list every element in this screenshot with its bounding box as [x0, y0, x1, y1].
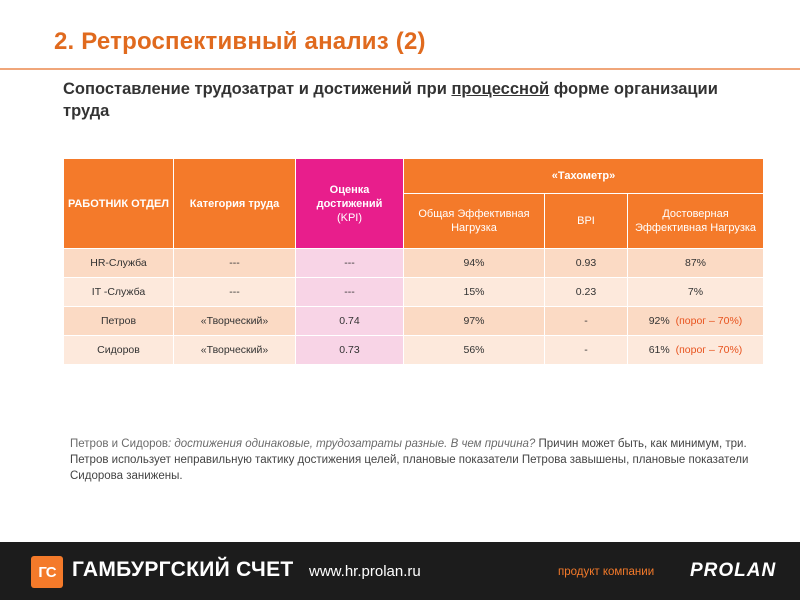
cell-kpi: 0.74: [295, 306, 404, 336]
cell-bpi: -: [544, 335, 628, 365]
header-kpi-sub: (KPI): [336, 211, 363, 224]
note-body: Причин может быть, как минимум, три. Пет…: [70, 438, 749, 482]
cell-worker: Сидоров: [63, 335, 174, 365]
header-kpi-title: Оценка достижений: [316, 183, 383, 210]
reliable-value: 87%: [685, 257, 707, 269]
note-lead-names: Петров и Сидоров: [70, 438, 168, 450]
reliable-value: 61%: [648, 344, 670, 356]
cell-reliable-load: 92% (порог – 70%): [626, 306, 765, 336]
cell-total-load: 97%: [403, 306, 545, 336]
subtitle-part2: форме организации труда: [63, 80, 718, 120]
header-worker: РАБОТНИК ОТДЕЛ: [63, 158, 174, 249]
cell-bpi: 0.23: [544, 277, 628, 307]
header-kpi: Оценка достижений (KPI): [295, 158, 404, 249]
header-tachometer: «Тахометр»: [402, 158, 765, 194]
cell-bpi: -: [544, 306, 628, 336]
reliable-value: 7%: [687, 286, 704, 298]
header-bpi: BPI: [544, 193, 628, 249]
header-total-load: Общая Эффективная Нагрузка: [403, 193, 545, 249]
header-category: Категория труда: [173, 158, 296, 249]
cell-worker: HR-Служба: [63, 248, 174, 278]
cell-category: «Творческий»: [173, 306, 296, 336]
threshold-note: (порог – 70%): [675, 315, 743, 327]
brand-logo: ГС: [31, 556, 63, 588]
brand-name: ГАМБУРГСКИЙ СЧЕТ: [72, 558, 294, 581]
title-divider: [0, 68, 800, 70]
subtitle-part1: Сопоставление трудозатрат и достижений п…: [63, 80, 452, 98]
comparison-table: РАБОТНИК ОТДЕЛ Категория труда Оценка до…: [63, 158, 765, 365]
cell-bpi: 0.93: [544, 248, 628, 278]
cell-kpi: ---: [295, 277, 404, 307]
table-row: Сидоров «Творческий» 0.73 56% - 61% (пор…: [63, 335, 765, 365]
cell-reliable-load: 61% (порог – 70%): [626, 335, 765, 365]
cell-total-load: 56%: [403, 335, 545, 365]
note-lead-question: : достижения одинаковые, трудозатраты ра…: [168, 438, 536, 450]
company-logo: PROLAN: [690, 560, 777, 581]
cell-kpi: ---: [295, 248, 404, 278]
table-row: HR-Служба --- --- 94% 0.93 87%: [63, 248, 765, 278]
cell-worker: IT -Служба: [63, 277, 174, 307]
analysis-note: Петров и Сидоров: достижения одинаковые,…: [70, 436, 760, 484]
cell-total-load: 15%: [403, 277, 545, 307]
cell-reliable-load: 7%: [626, 277, 765, 307]
cell-category: ---: [173, 248, 296, 278]
header-reliable-load: Достоверная Эффективная Нагрузка: [626, 193, 765, 249]
cell-category: ---: [173, 277, 296, 307]
threshold-note: (порог – 70%): [675, 344, 743, 356]
table-row: Петров «Творческий» 0.74 97% - 92% (поро…: [63, 306, 765, 336]
slide-subtitle: Сопоставление трудозатрат и достижений п…: [63, 78, 763, 122]
cell-total-load: 94%: [403, 248, 545, 278]
cell-kpi: 0.73: [295, 335, 404, 365]
table-row: IT -Служба --- --- 15% 0.23 7%: [63, 277, 765, 307]
cell-category: «Творческий»: [173, 335, 296, 365]
reliable-value: 92%: [648, 315, 670, 327]
subtitle-underlined: процессной: [451, 80, 550, 98]
cell-reliable-load: 87%: [626, 248, 765, 278]
footer-bar: [0, 542, 800, 600]
slide-title: 2. Ретроспективный анализ (2): [54, 28, 426, 55]
product-label: продукт компании: [558, 566, 655, 578]
cell-worker: Петров: [63, 306, 174, 336]
website-link[interactable]: www.hr.prolan.ru: [309, 563, 421, 580]
